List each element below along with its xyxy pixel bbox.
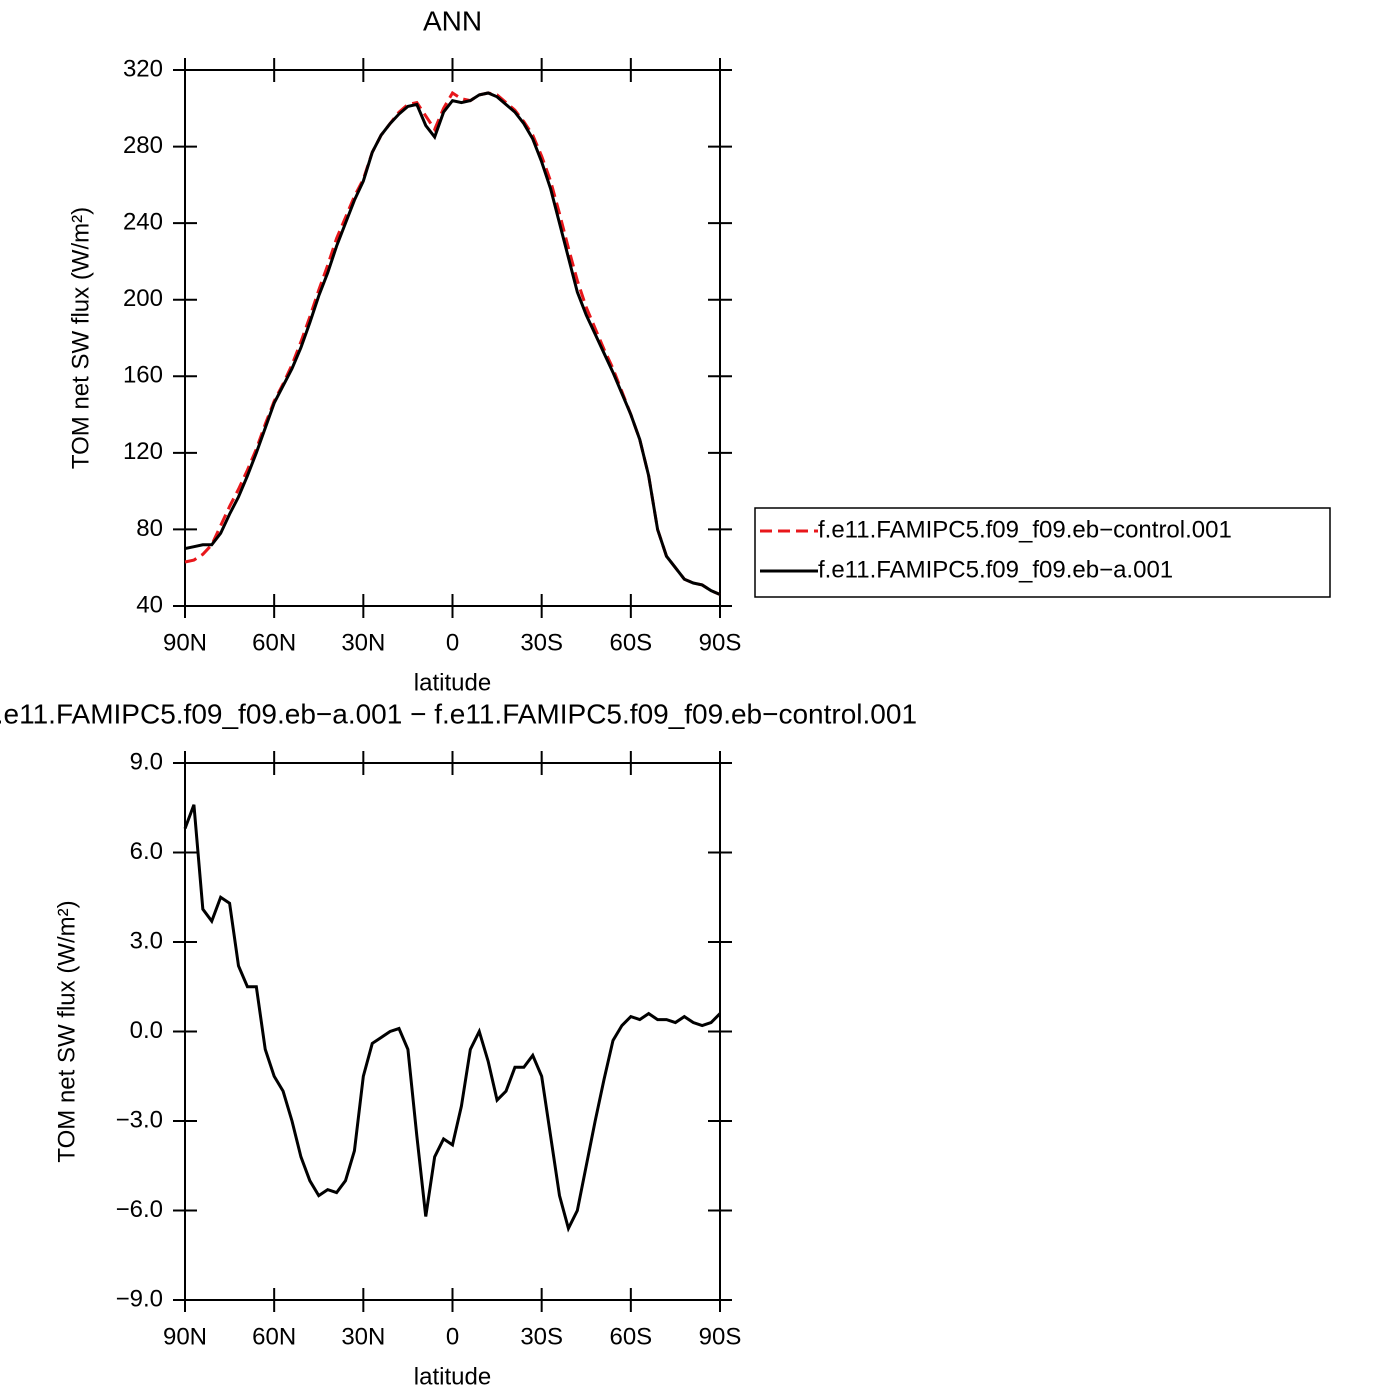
x-tick-label: 0 [446, 1323, 459, 1350]
y-tick-label: 3.0 [130, 927, 163, 954]
legend-label: f.e11.FAMIPC5.f09_f09.eb−a.001 [818, 556, 1173, 583]
y-tick-label: −6.0 [116, 1196, 163, 1223]
y-tick-label: 320 [123, 55, 163, 82]
data-line [183, 804, 722, 1233]
y-tick-label: 200 [123, 285, 163, 312]
data-line [184, 91, 721, 596]
x-tick-label: 90S [699, 1323, 742, 1350]
y-tick-label: 240 [123, 208, 163, 235]
x-tick-label: 60N [252, 629, 296, 656]
x-tick-label: 30S [520, 629, 563, 656]
x-axis-label: latitude [414, 669, 491, 696]
plot-frame [184, 762, 721, 1301]
y-tick-label: 9.0 [130, 748, 163, 775]
y-tick-label: 40 [136, 591, 163, 618]
y-tick-label: −3.0 [116, 1106, 163, 1133]
x-tick-label: 90N [163, 629, 207, 656]
y-tick-label: 80 [136, 515, 163, 542]
x-tick-label: 30N [341, 1323, 385, 1350]
x-tick-label: 30S [520, 1323, 563, 1350]
x-tick-label: 0 [446, 629, 459, 656]
y-axis-label: TOM net SW flux (W/m²) [53, 900, 80, 1162]
y-tick-label: 6.0 [130, 838, 163, 865]
y-tick-label: 280 [123, 132, 163, 159]
y-tick-label: 160 [123, 362, 163, 389]
x-tick-label: 90N [163, 1323, 207, 1350]
x-tick-label: 90S [699, 629, 742, 656]
plot-frame [184, 69, 721, 607]
y-tick-label: 0.0 [130, 1017, 163, 1044]
x-tick-label: 60S [609, 1323, 652, 1350]
data-line [184, 90, 721, 596]
y-tick-label: 120 [123, 438, 163, 465]
legend-label: f.e11.FAMIPC5.f09_f09.eb−control.001 [818, 516, 1232, 543]
y-axis-label: TOM net SW flux (W/m²) [67, 207, 94, 469]
x-tick-label: 60N [252, 1323, 296, 1350]
x-axis-label: latitude [414, 1363, 491, 1390]
legend-box [754, 507, 1331, 598]
chart-title: f.e11.FAMIPC5.f09_f09.eb−a.001 − f.e11.F… [0, 698, 917, 729]
chart-title: ANN [423, 5, 482, 36]
x-tick-label: 30N [341, 629, 385, 656]
y-tick-label: −9.0 [116, 1285, 163, 1312]
x-tick-label: 60S [609, 629, 652, 656]
